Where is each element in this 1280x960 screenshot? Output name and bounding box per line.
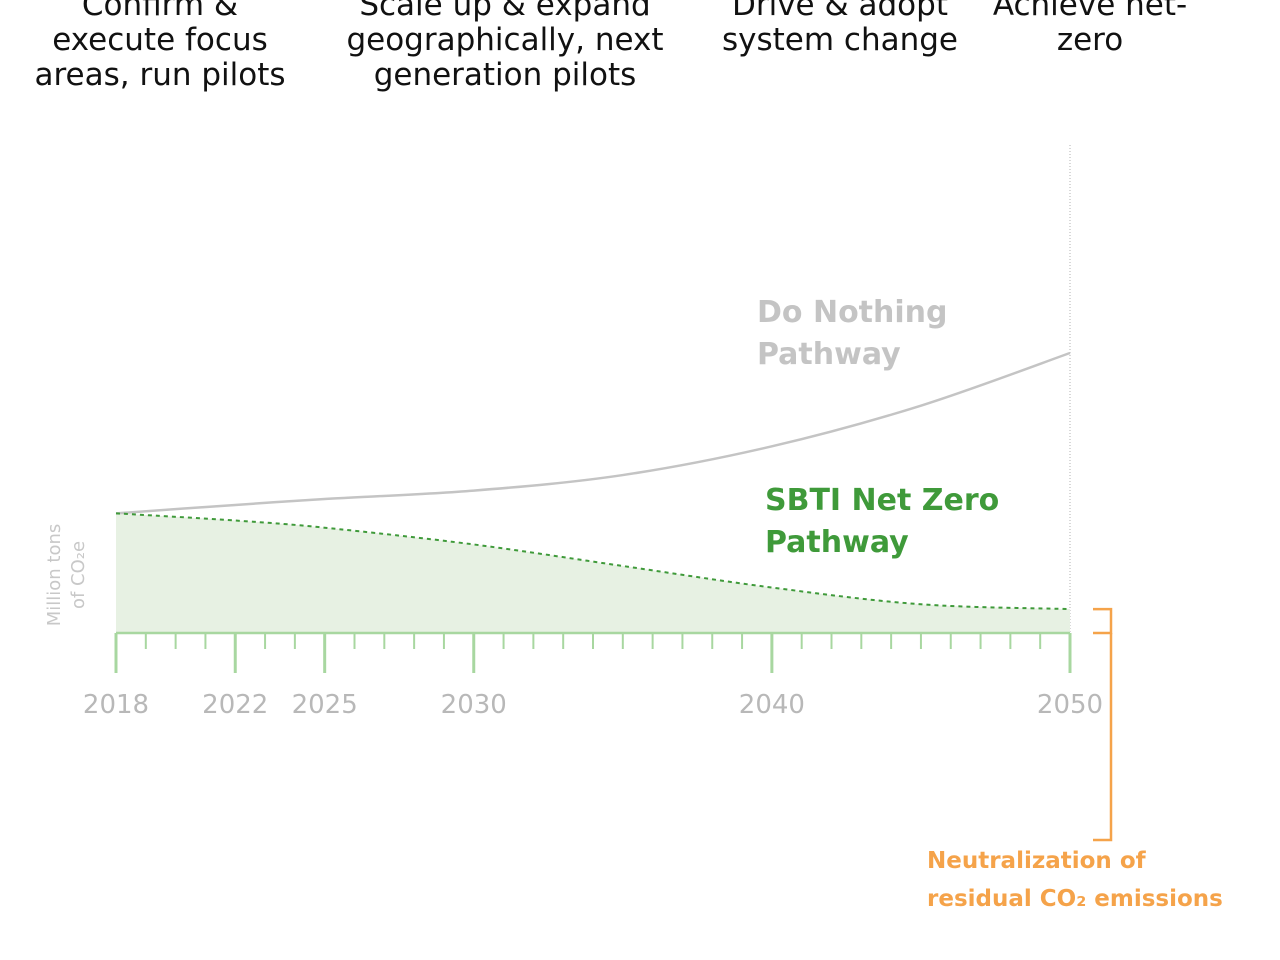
net-zero-label: SBTI Net Zero Pathway [765, 483, 999, 560]
x-tick-label: 2030 [441, 690, 507, 720]
net-zero-area [116, 513, 1070, 633]
x-tick-label: 2022 [202, 690, 268, 720]
do-nothing-line [115, 351, 1071, 515]
residual-annotation-line: residual CO₂ emissions [927, 886, 1223, 912]
y-axis-label: Million tons of CO₂e [44, 524, 89, 627]
net-zero-label-line: SBTI Net Zero [765, 483, 999, 518]
residual-annotation: Neutralization of residual CO₂ emissions [927, 848, 1223, 912]
do-nothing-label: Do Nothing Pathway [757, 295, 948, 372]
phase-3-label: Drive & adopt system change [721, 0, 958, 58]
do-nothing-label-line: Pathway [757, 337, 901, 372]
phase-1-label: Confirm & execute focus areas, run pilot… [34, 0, 286, 93]
residual-bracket-leader [1093, 633, 1113, 842]
phase-2-label: Scale up & expand geographically, next g… [346, 0, 664, 93]
net-zero-line [115, 512, 1071, 611]
do-nothing-label-line: Do Nothing [757, 295, 948, 330]
x-tick-label: 2050 [1037, 690, 1103, 720]
net-zero-label-line: Pathway [765, 525, 909, 560]
x-tick-label: 2018 [83, 690, 149, 720]
x-tick-label: 2025 [292, 690, 358, 720]
y-axis-label-line: of CO₂e [68, 541, 89, 609]
y-axis-label-line: Million tons [44, 524, 65, 627]
residual-bracket [1093, 607, 1113, 635]
x-tick-label: 2040 [739, 690, 805, 720]
phase-4-label: Achieve net- zero [992, 0, 1188, 58]
residual-annotation-line: Neutralization of [927, 848, 1147, 874]
